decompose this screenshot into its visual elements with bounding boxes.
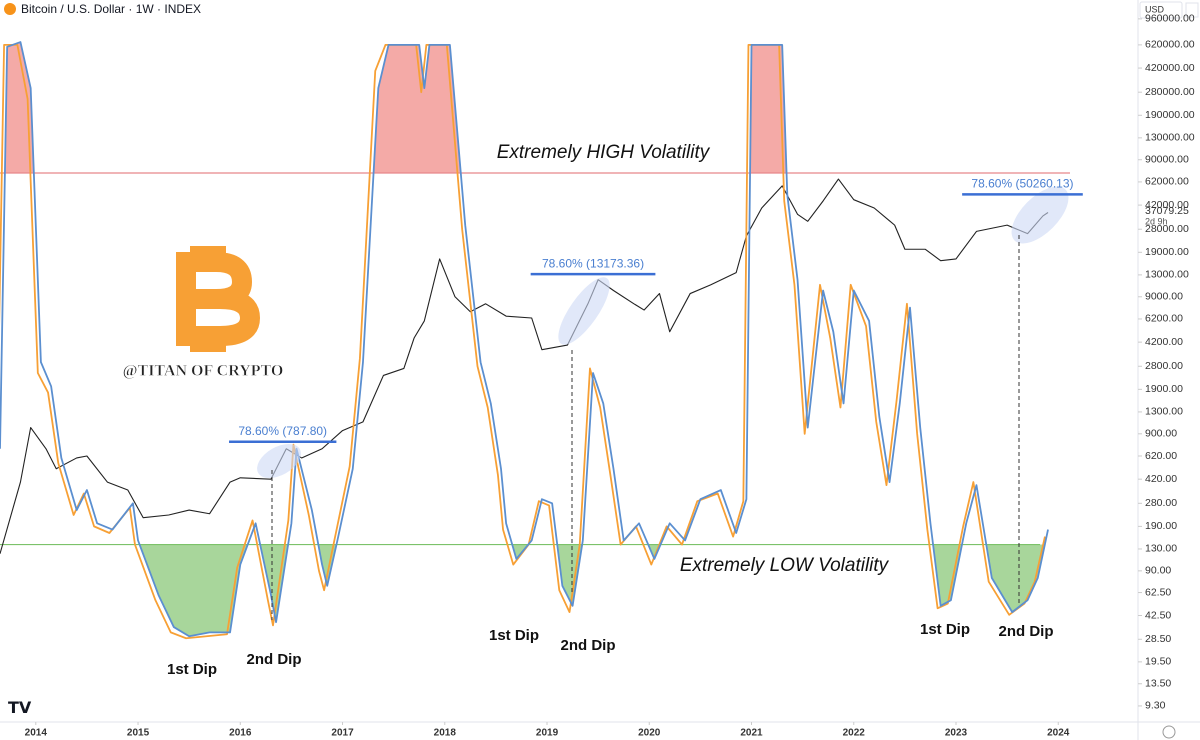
series-line [0,178,1049,554]
y-tick-label: 130000.00 [1145,132,1195,144]
dip-label: 1st Dip [167,661,217,678]
axis-labels: 960000.00 620000.00 420000.00 280000.00 1900… [25,13,1195,739]
y-tick-label: 62000.00 [1145,176,1189,188]
y-tick-label: 42.50 [1145,609,1171,621]
high-label: Extremely HIGH Volatility [497,142,711,163]
low-volatility-fill [139,544,1045,637]
x-tick-label: 2020 [638,728,661,739]
countdown: 2d 9h [1145,216,1168,226]
low-label: Extremely LOW Volatility [680,555,890,576]
fills [4,42,1045,637]
highlight [257,443,301,479]
price-axis [1138,0,1200,740]
tv-logo: 𝗧𝗩 [8,700,32,717]
dip-label: 1st Dip [489,627,539,644]
currency: USD [1145,4,1165,14]
fib-label: 78.60% (13173.36) [542,256,644,270]
chart-title: Bitcoin / U.S. Dollar · 1W · INDEX [21,2,201,16]
y-tick-label: 28.50 [1145,633,1171,645]
x-tick-label: 2024 [1047,728,1070,739]
x-tick-label: 2015 [127,728,150,739]
x-tick-label: 2014 [25,728,48,739]
current-price: 37079.25 [1145,205,1189,217]
y-tick-label: 960000.00 [1145,13,1195,25]
time-axis [0,722,1200,740]
y-tick-label: 2800.00 [1145,360,1183,372]
highlight [1011,186,1069,244]
x-tick-label: 2019 [536,728,559,739]
y-tick-label: 62.50 [1145,586,1171,598]
high-volatility-fill [4,42,787,174]
dip-label: 1st Dip [920,621,970,638]
y-tick-label: 42000.00 [1145,199,1189,211]
dip-label: 2nd Dip [247,651,302,668]
y-tick-label: 90.00 [1145,565,1171,577]
watermark: @TITAN OF CRYPTO [123,363,284,380]
y-tick-label: 6200.00 [1145,313,1183,325]
x-tick-label: 2018 [434,728,457,739]
y-tick-label: 420000.00 [1145,62,1195,74]
x-tick-label: 2022 [843,728,866,739]
y-tick-label: 1900.00 [1145,383,1183,395]
dip-label: 2nd Dip [561,637,616,654]
y-tick-label: 900.00 [1145,428,1177,440]
y-tick-label: 190.00 [1145,520,1177,532]
y-tick-label: 9000.00 [1145,291,1183,303]
x-tick-label: 2017 [331,728,354,739]
symbol-icon[interactable] [4,3,16,15]
y-tick-label: 280000.00 [1145,86,1195,98]
y-tick-label: 620.00 [1145,450,1177,462]
y-tick-label: 1300.00 [1145,406,1183,418]
x-tick-label: 2021 [740,728,763,739]
dip-label: 2nd Dip [999,623,1054,640]
x-tick-label: 2023 [945,728,968,739]
fib-label: 78.60% (50260.13) [971,177,1073,191]
header-bg [0,0,250,20]
y-tick-label: 620000.00 [1145,39,1195,51]
y-tick-label: 4200.00 [1145,336,1183,348]
y-tick-label: 280.00 [1145,497,1177,509]
series-line [0,41,1049,638]
y-tick-label: 13.50 [1145,678,1171,690]
y-tick-label: 13000.00 [1145,269,1189,281]
y-tick-label: 420.00 [1145,473,1177,485]
highlight [558,277,610,345]
bitcoin-logo [176,246,261,352]
y-tick-label: 28000.00 [1145,223,1189,235]
currency-button[interactable] [1139,1,1183,19]
y-tick-label: 130.00 [1145,543,1177,555]
y-tick-label: 90000.00 [1145,154,1189,166]
lines [0,41,1070,640]
y-tick-label: 190000.00 [1145,109,1195,121]
fib-label: 78.60% (787.80) [238,424,327,438]
x-tick-label: 2016 [229,728,252,739]
y-tick-label: 19.50 [1145,656,1171,668]
auto-scale-button[interactable] [1162,725,1176,739]
y-tick-label: 9.30 [1145,700,1166,712]
settings-button[interactable] [1185,2,1199,18]
y-tick-label: 19000.00 [1145,246,1189,258]
